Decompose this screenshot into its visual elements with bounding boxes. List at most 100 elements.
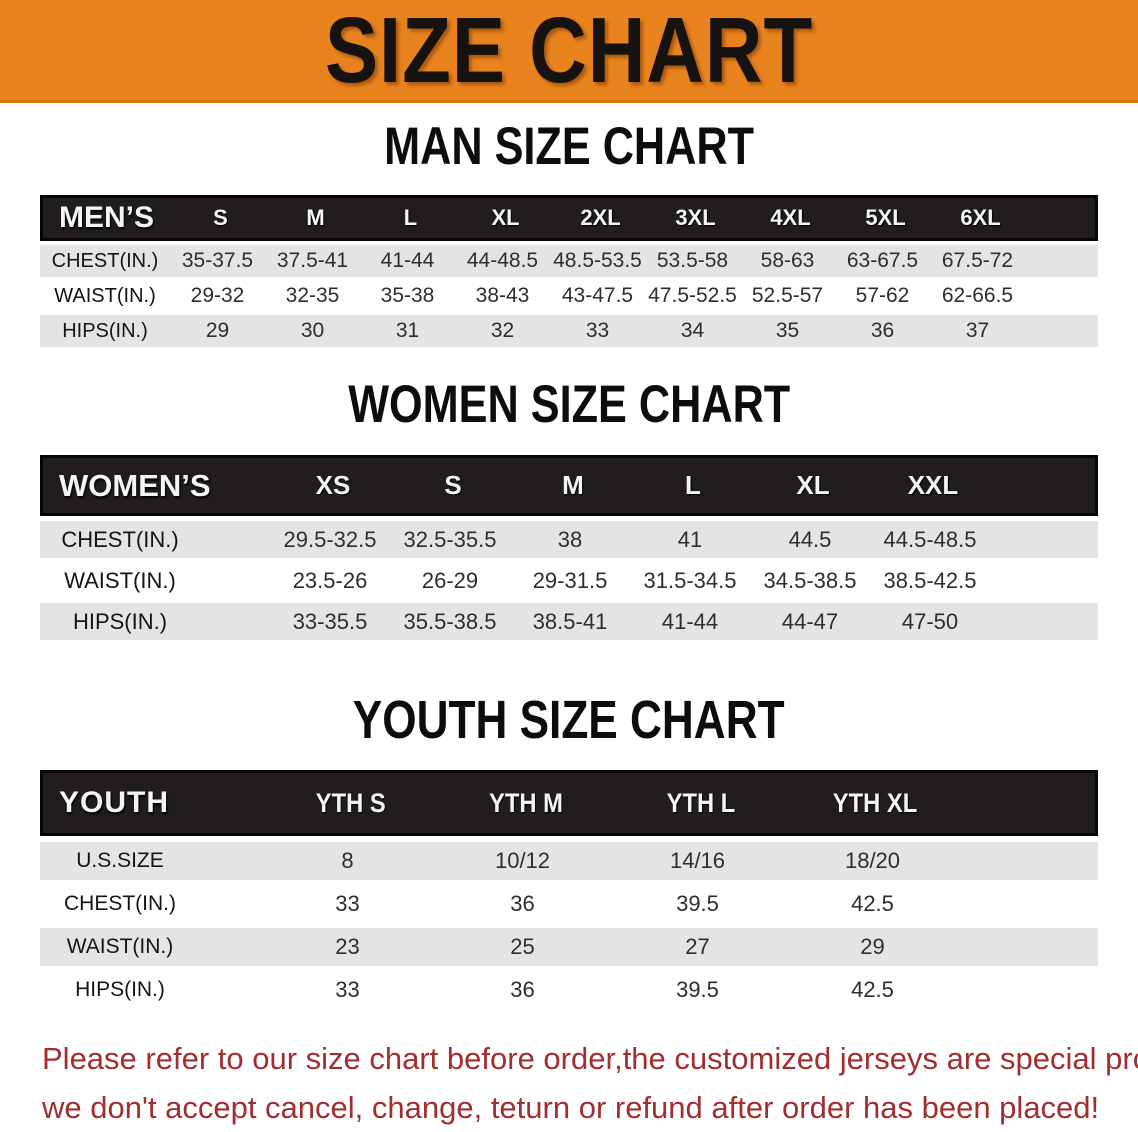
row-label: WAIST(IN.) bbox=[54, 284, 156, 307]
youth-col-header-l: YTH L bbox=[666, 787, 735, 818]
disclaimer-line-2: we don't accept cancel, change, teturn o… bbox=[42, 1090, 1100, 1125]
cell: 39.5 bbox=[676, 977, 719, 1002]
cell: 8 bbox=[341, 848, 354, 873]
youth-table-group-label: YOUTH bbox=[59, 786, 169, 819]
cell: 32-35 bbox=[285, 284, 340, 307]
cell: 36 bbox=[510, 977, 535, 1002]
cell: 44.5-48.5 bbox=[883, 526, 977, 552]
cell: 29 bbox=[205, 319, 230, 342]
men-col-header-xl: XL bbox=[491, 205, 520, 230]
cell: 44.5 bbox=[788, 526, 832, 552]
men-col-header-3xl: 3XL bbox=[675, 205, 716, 230]
men-col-header-2xl: 2XL bbox=[580, 205, 621, 230]
cell: 23.5-26 bbox=[292, 567, 368, 593]
men-section-heading-text: MAN SIZE CHART bbox=[384, 115, 754, 176]
cell: 29-32 bbox=[190, 284, 245, 307]
men-section-heading: MAN SIZE CHART bbox=[0, 116, 1138, 175]
cell: 58-63 bbox=[760, 249, 815, 272]
cell: 27 bbox=[685, 934, 710, 959]
men-size-table: MEN’S S M L XL 2XL 3XL 4XL 5XL 6XL CHEST… bbox=[40, 195, 1098, 350]
row-label: HIPS(IN.) bbox=[75, 978, 165, 1001]
cell: 35.5-38.5 bbox=[403, 608, 497, 634]
cell: 31.5-34.5 bbox=[643, 567, 737, 593]
men-col-header-5xl: 5XL bbox=[865, 205, 906, 230]
cell: 18/20 bbox=[844, 848, 901, 873]
cell: 35-38 bbox=[380, 284, 435, 307]
row-label: WAIST(IN.) bbox=[66, 935, 174, 958]
cell: 30 bbox=[300, 319, 325, 342]
cell: 67.5-72 bbox=[941, 249, 1014, 272]
cell: 63-67.5 bbox=[846, 249, 919, 272]
women-section-heading: WOMEN SIZE CHART bbox=[0, 374, 1138, 433]
men-col-header-l: L bbox=[403, 205, 418, 230]
cell: 33 bbox=[335, 977, 360, 1002]
men-col-header-s: S bbox=[213, 205, 228, 230]
women-table-group-label: WOMEN’S bbox=[59, 467, 211, 503]
men-waist-row: WAIST(IN.) 29-32 32-35 35-38 38-43 43-47… bbox=[40, 280, 1098, 312]
cell: 34.5-38.5 bbox=[763, 567, 857, 593]
cell: 36 bbox=[870, 319, 895, 342]
youth-ussize-row: U.S.SIZE 8 10/12 14/16 18/20 bbox=[40, 842, 1098, 880]
youth-section-heading: YOUTH SIZE CHART bbox=[0, 691, 1138, 750]
cell: 47.5-52.5 bbox=[648, 284, 737, 307]
cell: 33 bbox=[585, 319, 610, 342]
women-col-header-xl: XL bbox=[796, 470, 830, 500]
men-hips-row: HIPS(IN.) 29 30 31 32 33 34 35 36 37 bbox=[40, 315, 1098, 347]
cell: 31 bbox=[395, 319, 420, 342]
cell: 42.5 bbox=[851, 891, 894, 916]
cell: 38-43 bbox=[475, 284, 530, 307]
cell: 38.5-42.5 bbox=[883, 567, 977, 593]
cell: 29-31.5 bbox=[532, 567, 608, 593]
youth-col-header-m: YTH M bbox=[488, 787, 563, 818]
cell: 38.5-41 bbox=[532, 608, 608, 634]
cell: 37.5-41 bbox=[276, 249, 349, 272]
youth-waist-row: WAIST(IN.) 23 25 27 29 bbox=[40, 928, 1098, 966]
cell: 47-50 bbox=[901, 608, 959, 634]
women-table-header-row: WOMEN’S XS S M L XL XXL bbox=[40, 455, 1098, 516]
cell: 33-35.5 bbox=[292, 608, 368, 634]
men-col-header-m: M bbox=[306, 205, 325, 230]
row-label: CHEST(IN.) bbox=[64, 892, 176, 915]
cell: 53.5-58 bbox=[656, 249, 729, 272]
youth-size-table: YOUTH YTH S YTH M YTH L YTH XL U.S.SIZE … bbox=[40, 770, 1098, 1014]
women-size-table: WOMEN’S XS S M L XL XXL CHEST(IN.) 29.5-… bbox=[40, 455, 1098, 644]
row-label: U.S.SIZE bbox=[76, 849, 164, 872]
cell: 33 bbox=[335, 891, 360, 916]
cell: 48.5-53.5 bbox=[553, 249, 642, 272]
cell: 26-29 bbox=[421, 567, 479, 593]
cell: 25 bbox=[510, 934, 535, 959]
men-table-header-row: MEN’S S M L XL 2XL 3XL 4XL 5XL 6XL bbox=[40, 195, 1098, 241]
cell: 29.5-32.5 bbox=[283, 526, 377, 552]
cell: 44-47 bbox=[781, 608, 839, 634]
cell: 52.5-57 bbox=[751, 284, 824, 307]
cell: 41-44 bbox=[661, 608, 719, 634]
women-col-header-xxl: XXL bbox=[907, 470, 959, 500]
cell: 14/16 bbox=[669, 848, 726, 873]
youth-table-body: U.S.SIZE 8 10/12 14/16 18/20 CHEST(IN.) … bbox=[40, 842, 1098, 1009]
row-label: WAIST(IN.) bbox=[64, 567, 176, 593]
row-label: HIPS(IN.) bbox=[62, 319, 148, 342]
youth-col-header-xl: YTH XL bbox=[833, 787, 918, 818]
women-table-body: CHEST(IN.) 29.5-32.5 32.5-35.5 38 41 44.… bbox=[40, 521, 1098, 640]
women-waist-row: WAIST(IN.) 23.5-26 26-29 29-31.5 31.5-34… bbox=[40, 562, 1098, 599]
row-label: HIPS(IN.) bbox=[72, 608, 168, 634]
cell: 32 bbox=[490, 319, 515, 342]
cell: 29 bbox=[860, 934, 885, 959]
cell: 34 bbox=[680, 319, 705, 342]
youth-table-header-row: YOUTH YTH S YTH M YTH L YTH XL bbox=[40, 770, 1098, 836]
disclaimer-line-1: Please refer to our size chart before or… bbox=[42, 1041, 1138, 1076]
cell: 57-62 bbox=[855, 284, 910, 307]
cell: 44-48.5 bbox=[466, 249, 539, 272]
cell: 23 bbox=[335, 934, 360, 959]
disclaimer: Please refer to our size chart before or… bbox=[42, 1034, 1138, 1132]
cell: 41 bbox=[677, 526, 703, 552]
youth-hips-row: HIPS(IN.) 33 36 39.5 42.5 bbox=[40, 971, 1098, 1009]
cell: 10/12 bbox=[494, 848, 551, 873]
banner-title: SIZE CHART bbox=[324, 0, 814, 102]
cell: 35-37.5 bbox=[181, 249, 254, 272]
cell: 41-44 bbox=[380, 249, 435, 272]
cell: 37 bbox=[965, 319, 990, 342]
women-col-header-xs: XS bbox=[315, 470, 351, 500]
cell: 42.5 bbox=[851, 977, 894, 1002]
women-hips-row: HIPS(IN.) 33-35.5 35.5-38.5 38.5-41 41-4… bbox=[40, 603, 1098, 640]
